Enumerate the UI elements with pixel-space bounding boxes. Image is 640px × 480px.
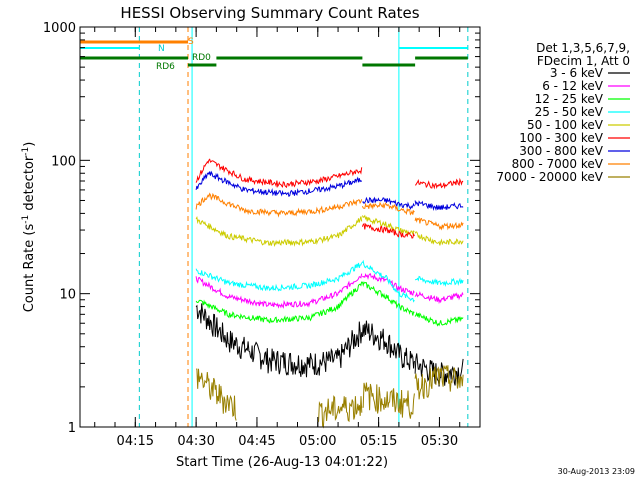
series-line [414, 353, 464, 387]
series-line [195, 192, 363, 218]
y-tick-label-10: 10 [59, 288, 76, 303]
series-line [414, 177, 464, 190]
flag-label-S: S [188, 37, 194, 47]
y-tick-label-100: 100 [51, 154, 76, 169]
axis-ticks: 1 10 100 1000 04:15 04:30 04:45 05:00 05:15 05:30 [43, 21, 480, 449]
x-tick-label-04:15: 04:15 [117, 434, 154, 449]
series-line [414, 217, 464, 231]
series-800-7000-kev [195, 192, 464, 231]
legend-label-4: 25 - 50 keV [535, 105, 604, 119]
flag-label-RD0: RD0 [192, 53, 211, 63]
plot-area: S N RD0 RD6 [80, 27, 469, 429]
series-25-50-kev [195, 259, 464, 303]
legend-header-line-2: FDecim 1, Att 0 [537, 54, 630, 68]
series-line [361, 214, 415, 236]
series-line [195, 158, 363, 189]
x-axis-label: Start Time (26-Aug-13 04:01:22) [176, 455, 388, 470]
plot-frame [79, 26, 481, 428]
legend-label-2: 6 - 12 keV [542, 79, 604, 93]
series-line [195, 216, 363, 248]
legend-label-5: 50 - 100 keV [527, 118, 604, 132]
series-line [362, 196, 415, 210]
series-3-6-kev [195, 303, 464, 387]
series-line [195, 273, 363, 309]
x-tick-label-04:45: 04:45 [238, 434, 275, 449]
series-line [362, 382, 415, 419]
x-tick-label-05:00: 05:00 [299, 434, 336, 449]
series-line [362, 273, 415, 296]
series-50-100-kev [195, 214, 464, 248]
series-line [414, 311, 464, 327]
series-7000-20000-kev [196, 365, 464, 429]
x-tick-label-05:30: 05:30 [421, 434, 458, 449]
series-line [414, 200, 464, 212]
series-line [196, 368, 237, 421]
legend-header-line-1: Det 1,3,5,6,7,9, [536, 41, 630, 55]
flag-label-RD6: RD6 [156, 62, 175, 72]
legend-label-6: 100 - 300 keV [519, 131, 603, 145]
x-tick-label-05:15: 05:15 [360, 434, 397, 449]
legend: Det 1,3,5,6,7,9, FDecim 1, Att 0 3 - 6 k… [496, 41, 630, 184]
series-line [361, 281, 415, 316]
y-tick-label-1000: 1000 [43, 21, 76, 36]
series-line [414, 365, 464, 400]
series-line [195, 281, 363, 324]
series-line [414, 275, 464, 287]
series-line [361, 222, 415, 239]
legend-label-7: 300 - 800 keV [519, 144, 603, 158]
y-axis-label: Count Rate (s-1 detector-1) [21, 142, 37, 313]
series-line [361, 259, 415, 303]
series-line [195, 262, 363, 292]
series-line [195, 170, 363, 197]
legend-label-8: 800 - 7000 keV [512, 157, 604, 171]
series-line [317, 395, 363, 429]
series-100-300-kev [195, 158, 464, 239]
legend-label-3: 12 - 25 keV [535, 92, 604, 106]
series-line [414, 291, 464, 305]
series-line [414, 231, 464, 246]
legend-label-1: 3 - 6 keV [550, 66, 604, 80]
series-line [195, 303, 363, 378]
series-line [361, 201, 415, 216]
x-tick-label-04:30: 04:30 [177, 434, 214, 449]
footer-date: 30-Aug-2013 23:09 [558, 467, 635, 476]
flag-label-N: N [158, 44, 165, 54]
y-tick-label-1: 1 [68, 421, 76, 436]
chart-title: HESSI Observing Summary Count Rates [120, 4, 419, 22]
series-line [361, 320, 415, 370]
series-300-800-kev [195, 170, 464, 212]
legend-label-9: 7000 - 20000 keV [496, 170, 603, 184]
series-12-25-kev [195, 281, 464, 327]
